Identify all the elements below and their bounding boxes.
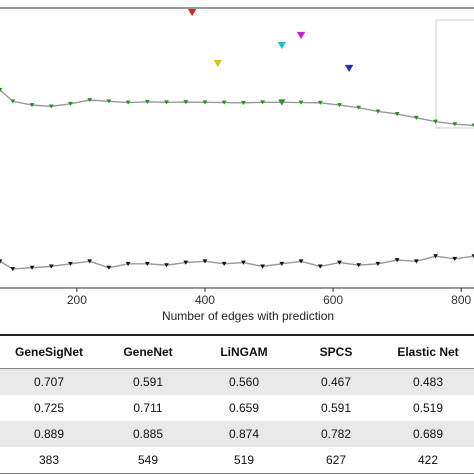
table-row: 0.889 0.885 0.874 0.782 0.689 <box>0 421 474 447</box>
x-tick-label: 400 <box>195 293 215 307</box>
table-cell: 0.483 <box>412 375 444 389</box>
series-1-point <box>452 122 458 127</box>
table-cell: 0.885 <box>132 427 164 441</box>
table-cell: 0.889 <box>33 427 65 441</box>
series-2-point <box>298 259 304 264</box>
x-tick-label: 800 <box>451 293 471 307</box>
table-cell: 0.591 <box>132 375 164 389</box>
table-row: 383 549 519 627 422 <box>0 447 474 474</box>
series-2-point <box>413 259 419 264</box>
series-line-1 <box>0 89 474 127</box>
x-axis-label: Number of edges with prediction <box>162 309 334 323</box>
column-header: LiNGAM <box>220 345 268 359</box>
method-point <box>187 9 197 17</box>
method-point <box>278 99 286 106</box>
table-cell: 519 <box>233 453 255 467</box>
series-2-point <box>260 264 266 269</box>
series-2-point <box>433 254 438 259</box>
series-2-point <box>183 260 189 265</box>
series-1-point <box>164 100 169 105</box>
series-1-point <box>375 109 381 114</box>
column-header: SPCS <box>319 345 353 359</box>
series-1-point <box>48 104 54 109</box>
table-cell: 0.659 <box>228 401 260 415</box>
series-2-point <box>10 267 16 272</box>
series-2-point <box>356 263 362 268</box>
series-2-point <box>452 256 458 261</box>
series-2-point <box>106 265 112 270</box>
table-cell: 0.782 <box>320 427 352 441</box>
series-1-point <box>413 115 419 120</box>
table-cell: 0.560 <box>228 375 260 389</box>
series-2-point <box>317 264 323 269</box>
series-1-point <box>317 100 323 105</box>
method-point <box>213 59 222 67</box>
series-2-point <box>48 264 54 269</box>
column-header: Elastic Net <box>397 345 459 359</box>
table-cell: 0.591 <box>320 401 352 415</box>
table-cell: 0.711 <box>133 401 163 415</box>
series-1-point <box>356 105 362 110</box>
method-point <box>277 42 287 50</box>
series-2-point <box>394 258 400 263</box>
method-point <box>344 64 354 73</box>
series-2-point <box>125 261 131 266</box>
series-1-point <box>260 100 266 105</box>
series-1-point <box>337 103 342 108</box>
table-row: 0.707 0.591 0.560 0.467 0.483 <box>0 368 474 395</box>
series-1-point <box>106 99 112 104</box>
table-cell: 0.725 <box>33 401 65 415</box>
series-1-point <box>202 100 208 105</box>
series-1-point <box>471 123 474 128</box>
series-2-point <box>241 260 246 265</box>
table-cell: 0.519 <box>412 401 444 415</box>
series-2-point <box>375 261 381 266</box>
series-2-point <box>144 261 150 266</box>
table-cell: 549 <box>137 453 159 467</box>
series-2-point <box>279 261 285 266</box>
table-cell: 0.707 <box>33 375 65 389</box>
series-1-point <box>0 87 3 93</box>
series-1-point <box>68 101 73 106</box>
series-1-point <box>394 112 400 117</box>
x-tick-label: 200 <box>67 293 87 307</box>
series-2-point <box>29 265 35 270</box>
table-cell: 0.874 <box>228 427 260 441</box>
table-cell: 627 <box>325 453 347 467</box>
column-header: GeneSigNet <box>14 345 83 359</box>
table-cell: 422 <box>417 453 439 467</box>
table-cell: 0.467 <box>320 375 352 389</box>
series-2-point <box>471 254 474 259</box>
series-1-point <box>87 98 93 103</box>
series-2-point <box>202 259 208 264</box>
table-row: 0.725 0.711 0.659 0.591 0.519 <box>0 395 474 421</box>
series-2-point <box>87 259 93 264</box>
series-1-point <box>10 99 16 104</box>
series-1-point <box>298 100 304 105</box>
table-cell: 383 <box>38 453 60 467</box>
series-1-point <box>144 99 150 104</box>
series-1-point <box>221 100 227 105</box>
series-2-point <box>221 261 227 266</box>
series-1-point <box>29 103 35 108</box>
results-table: GeneSigNet GeneNet LiNGAM SPCS Elastic N… <box>0 334 474 474</box>
series-1-point <box>125 100 131 105</box>
method-point <box>296 31 306 40</box>
series-1-point <box>183 100 189 105</box>
plot-frame <box>0 7 474 289</box>
legend-box <box>435 19 474 129</box>
series-2-point <box>68 261 73 266</box>
series-line-2 <box>0 255 474 270</box>
table-cell: 0.689 <box>412 427 444 441</box>
table-header-row: GeneSigNet GeneNet LiNGAM SPCS Elastic N… <box>0 335 474 369</box>
series-2-point <box>337 260 342 265</box>
column-header: GeneNet <box>123 345 173 359</box>
series-2-point <box>164 263 169 268</box>
x-tick-label: 600 <box>323 293 343 307</box>
series-2-point <box>0 259 3 264</box>
series-1-point <box>433 119 438 124</box>
chart: 200 400 600 800 Number of edges with predic… <box>0 7 474 323</box>
series-1-point <box>241 100 246 105</box>
